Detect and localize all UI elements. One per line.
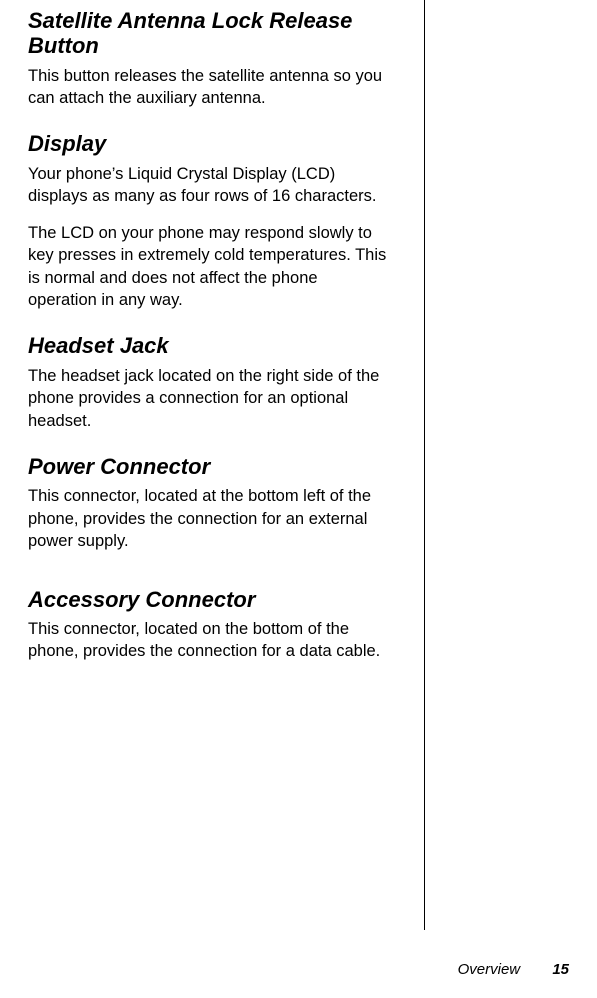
heading-display: Display — [28, 131, 388, 156]
body-text: The LCD on your phone may respond slowly… — [28, 222, 388, 312]
body-text: This button releases the satellite anten… — [28, 65, 388, 110]
footer-chapter: Overview — [458, 961, 521, 978]
heading-power-connector: Power Connector — [28, 454, 388, 479]
vertical-rule — [424, 0, 425, 930]
body-text: This connector, located at the bottom le… — [28, 485, 388, 552]
footer-page-number: 15 — [552, 961, 569, 978]
content-column: Satellite Antenna Lock Release Button Th… — [28, 8, 388, 677]
heading-satellite-antenna: Satellite Antenna Lock Release Button — [28, 8, 388, 59]
body-text: Your phone’s Liquid Crystal Display (LCD… — [28, 163, 388, 208]
body-text: The headset jack located on the right si… — [28, 365, 388, 432]
page-footer: Overview 15 — [458, 961, 569, 978]
heading-headset-jack: Headset Jack — [28, 333, 388, 358]
heading-accessory-connector: Accessory Connector — [28, 587, 388, 612]
page: Satellite Antenna Lock Release Button Th… — [0, 0, 597, 998]
body-text: This connector, located on the bottom of… — [28, 618, 388, 663]
